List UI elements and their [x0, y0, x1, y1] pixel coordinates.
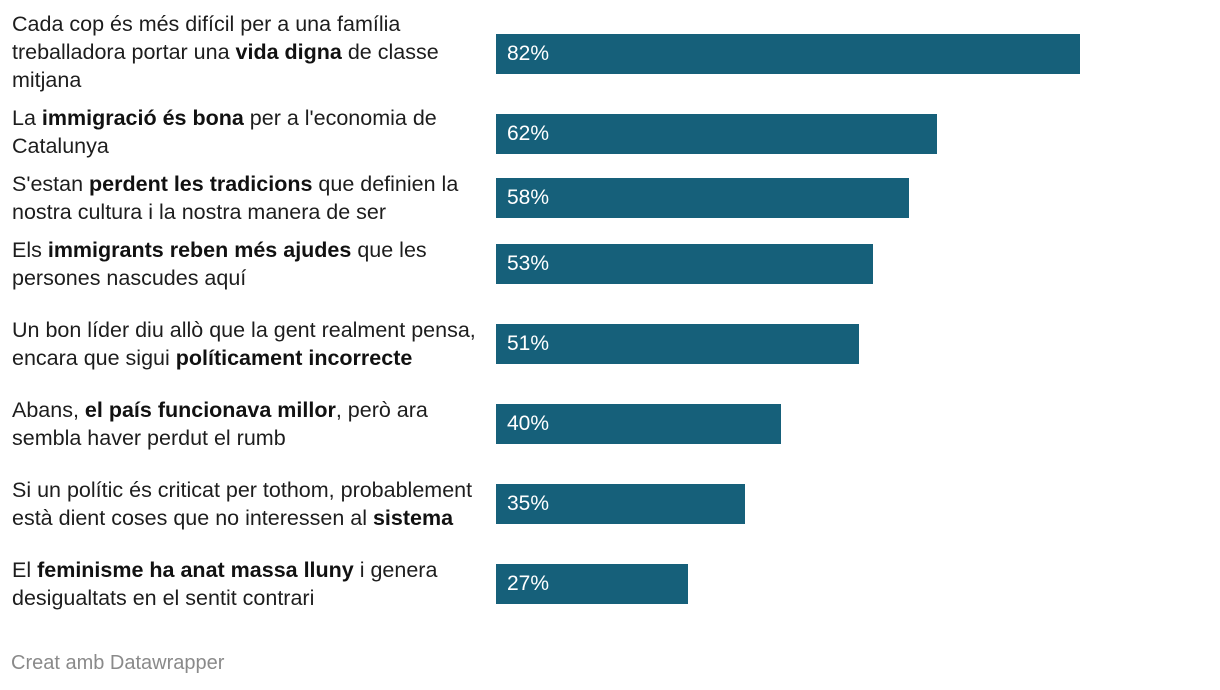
category-label: Si un polític és criticat per tothom, pr… — [12, 462, 482, 546]
category-label-text: que definien la nostra cultura i la nost… — [12, 172, 459, 224]
bar — [496, 114, 937, 154]
bar — [496, 178, 909, 218]
category-label-text: Els — [12, 238, 48, 262]
bar-value-label: 58% — [507, 186, 550, 209]
category-label-bold: immigració és bona — [41, 106, 244, 130]
category-label-bold: políticament incorrecte — [175, 346, 413, 370]
category-label-text: que les persones nascudes aquí — [12, 238, 427, 290]
credit-text[interactable]: Creat amb Datawrapper — [11, 652, 225, 674]
category-label: Abans, el país funcionava millor, però a… — [12, 396, 482, 452]
category-label-text: , però ara sembla haver perdut el rumb — [12, 398, 428, 450]
category-label-text: per a l'economia de Catalunya — [12, 106, 437, 158]
category-label-text: Si un polític és criticat per tothom, pr… — [12, 478, 473, 530]
category-label-bold: immigrants reben més ajudes — [47, 238, 352, 262]
category-label-text: i genera desigualtats en el sentit contr… — [12, 558, 438, 610]
bar-value-label: 35% — [507, 492, 550, 515]
category-label-text: de classe mitjana — [12, 40, 439, 92]
bar-value-label: 62% — [507, 122, 550, 145]
category-label-text: El — [12, 558, 38, 582]
bar — [496, 244, 873, 284]
bar — [496, 564, 688, 604]
bar-chart: Cada cop és més difícil per a una famíli… — [12, 10, 1080, 612]
bar — [496, 484, 745, 524]
category-label-bold: feminisme ha anat massa lluny — [37, 558, 354, 582]
bar — [496, 324, 859, 364]
bar-value-label: 51% — [507, 332, 550, 355]
category-label-text: La — [12, 106, 42, 130]
category-label: El feminisme ha anat massa lluny i gener… — [12, 556, 482, 612]
category-label-text: Cada cop és més difícil per a una famíli… — [12, 12, 401, 64]
category-label-bold: el país funcionava millor — [84, 398, 336, 422]
bar-value-label: 82% — [507, 42, 550, 65]
category-label-bold: vida digna — [235, 40, 342, 64]
bar-value-label: 27% — [507, 572, 550, 595]
category-label: Els immigrants reben més ajudes que les … — [12, 236, 482, 292]
category-label-bold: perdent les tradicions — [89, 172, 313, 196]
category-label-text: Un bon líder diu allò que la gent realme… — [12, 318, 476, 370]
category-label-text: Abans, — [12, 398, 85, 422]
category-label: Un bon líder diu allò que la gent realme… — [12, 302, 482, 386]
bar-value-label: 40% — [507, 412, 550, 435]
category-label: Cada cop és més difícil per a una famíli… — [12, 10, 482, 94]
bar-value-label: 53% — [507, 252, 550, 275]
category-label: La immigració és bona per a l'economia d… — [12, 104, 482, 160]
bar — [496, 34, 1080, 74]
category-label-text: S'estan — [12, 172, 90, 196]
category-label-bold: sistema — [372, 506, 454, 530]
category-label: S'estan perdent les tradicions que defin… — [12, 170, 482, 226]
bar — [496, 404, 781, 444]
